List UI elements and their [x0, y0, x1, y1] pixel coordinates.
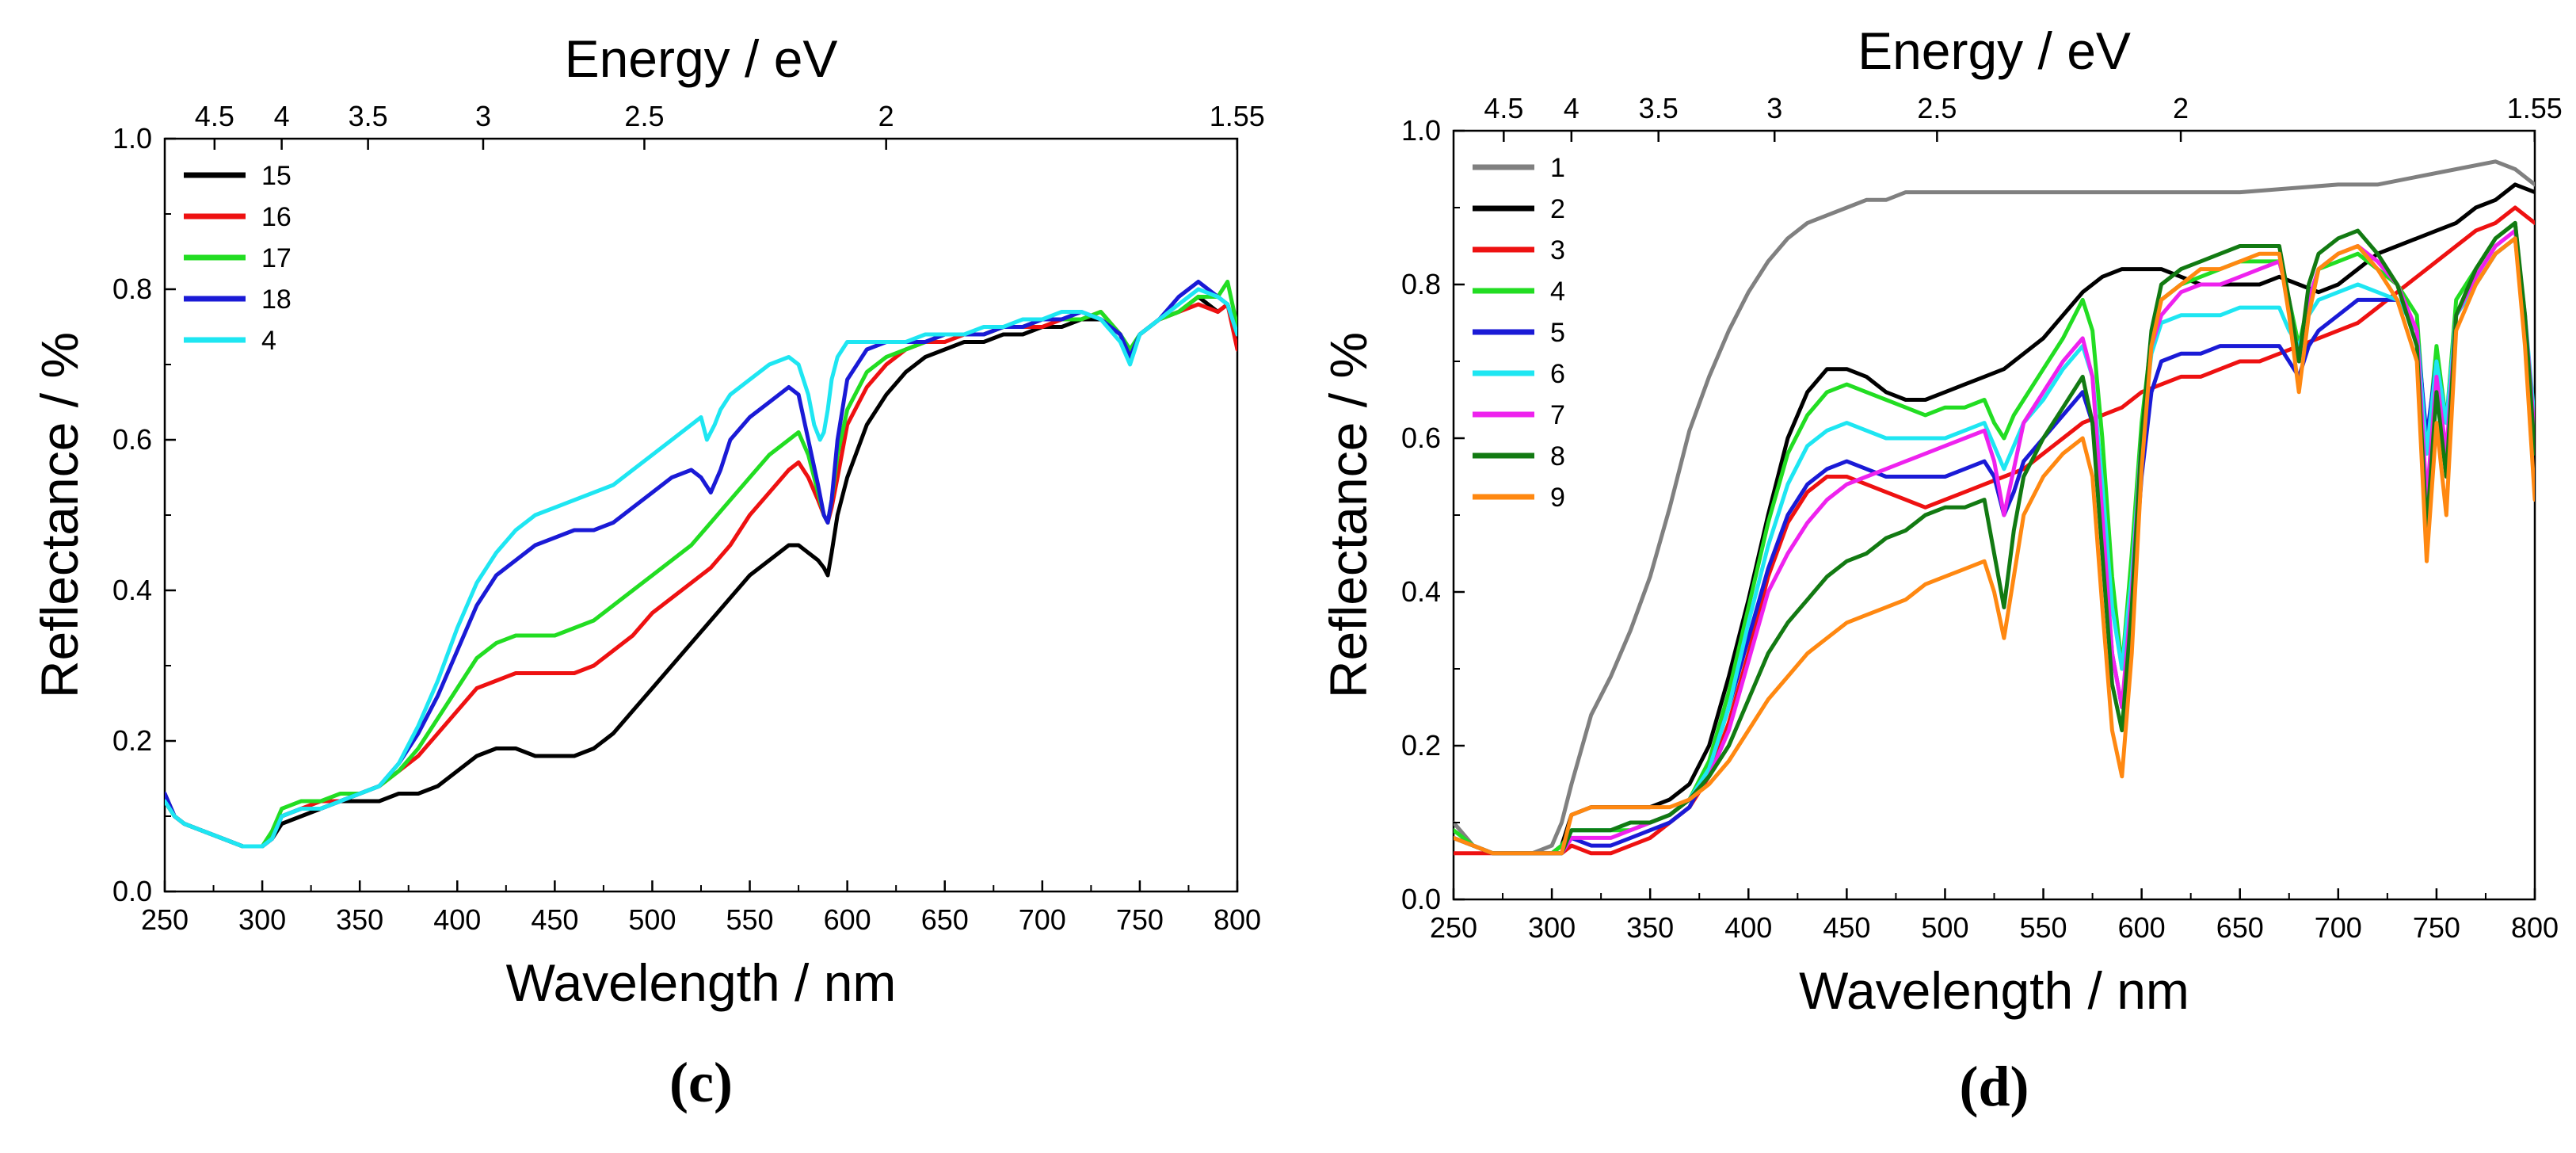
x-tick-label: 550: [726, 903, 774, 936]
legend: 1 2 3 4 5 6 7 8 9: [1473, 153, 1565, 513]
panel-d: 250 300 350 400 450 500 550 600 650 700 750 800 0.0 0…: [1319, 21, 2563, 1118]
series-line-8: [1454, 220, 2535, 856]
y-tick-label: 0.0: [1401, 883, 1441, 915]
x-tick-label: 700: [2315, 911, 2362, 944]
panel-label: (d): [1960, 1055, 2029, 1118]
x-tick-label: 250: [1430, 911, 1477, 944]
x-tick-label: 500: [1921, 911, 1968, 944]
legend-label-15: 15: [261, 161, 292, 191]
top-tick-label: 3: [475, 100, 491, 132]
legend-label-8: 8: [1550, 441, 1565, 472]
x-tick-label: 450: [1823, 911, 1870, 944]
legend-label-7: 7: [1550, 400, 1565, 430]
y-tick-label: 0.2: [112, 724, 152, 757]
legend-label-16: 16: [261, 202, 292, 232]
y-tick-label: 0.6: [112, 423, 152, 456]
top-tick-label: 4: [274, 100, 290, 132]
top-tick-label: 4.5: [1484, 92, 1523, 124]
y-tick-label: 0.4: [112, 574, 152, 606]
panel-c: 250 300 350 400 450 500 550 600 650 700 750 800 0.0 0…: [30, 29, 1265, 1114]
y-tick-label: 1.0: [1401, 114, 1441, 147]
x-tick-label: 350: [336, 903, 383, 936]
legend-label-6: 6: [1550, 359, 1565, 389]
series-line-3: [1454, 205, 2535, 856]
y-tick-label: 0.4: [1401, 575, 1441, 608]
x-tick-label: 800: [1214, 903, 1261, 936]
x-tick-label: 750: [1116, 903, 1164, 936]
y-tick-label: 1.0: [112, 122, 152, 155]
legend-label-9: 9: [1550, 483, 1565, 513]
legend-label-18: 18: [261, 284, 292, 315]
x-tick-label: 700: [1019, 903, 1066, 936]
top-axis-title: Energy / eV: [1858, 21, 2131, 80]
top-tick-label: 2.5: [1917, 92, 1957, 124]
x-tick-label: 400: [1724, 911, 1772, 944]
legend-label-3: 3: [1550, 235, 1565, 265]
x-tick-label: 400: [433, 903, 481, 936]
series-line-1: [1454, 159, 2535, 856]
y-tick-label: 0.6: [1401, 422, 1441, 454]
series-line-17: [165, 280, 1237, 849]
x-axis-title: Wavelength / nm: [1799, 961, 2189, 1020]
y-tick-label: 0.8: [1401, 268, 1441, 300]
x-tick-label: 800: [2511, 911, 2559, 944]
top-tick-label: 4.5: [195, 100, 234, 132]
top-tick-label: 3: [1766, 92, 1782, 124]
legend-label-4: 4: [261, 326, 276, 356]
x-tick-label: 450: [531, 903, 578, 936]
x-tick-label: 250: [141, 903, 189, 936]
x-tick-label: 600: [824, 903, 871, 936]
x-tick-label: 550: [2020, 911, 2067, 944]
x-tick-label: 600: [2118, 911, 2166, 944]
x-tick-label: 750: [2413, 911, 2460, 944]
top-tick-label: 2: [878, 100, 894, 132]
y-tick-label: 0.8: [112, 273, 152, 305]
y-axis-title: Reflectance / %: [30, 332, 89, 698]
x-tick-label: 350: [1626, 911, 1674, 944]
series-group: [165, 280, 1237, 849]
x-tick-label: 650: [2216, 911, 2264, 944]
top-tick-label: 3.5: [349, 100, 388, 132]
legend-label-1: 1: [1550, 153, 1565, 183]
top-tick-label: 2.5: [624, 100, 664, 132]
x-tick-label: 500: [628, 903, 676, 936]
x-tick-label: 650: [921, 903, 969, 936]
top-tick-label: 2: [2173, 92, 2189, 124]
series-group: [1454, 159, 2535, 856]
top-tick-label: 1.55: [2507, 92, 2563, 124]
top-tick-label: 1.55: [1210, 100, 1265, 132]
legend: 15 16 17 18 4: [184, 161, 292, 356]
panel-label: (c): [669, 1051, 733, 1114]
y-tick-label: 0.0: [112, 875, 152, 907]
y-axis-title: Reflectance / %: [1319, 332, 1378, 698]
series-line-4: [165, 287, 1237, 849]
legend-label-4: 4: [1550, 277, 1565, 307]
top-tick-label: 4: [1564, 92, 1580, 124]
x-tick-label: 300: [1528, 911, 1576, 944]
top-tick-label: 3.5: [1639, 92, 1679, 124]
series-line-5: [1454, 236, 2535, 856]
legend-label-2: 2: [1550, 194, 1565, 224]
x-axis-title: Wavelength / nm: [506, 953, 897, 1012]
y-tick-label: 0.2: [1401, 729, 1441, 762]
legend-label-17: 17: [261, 243, 292, 273]
x-tick-label: 300: [238, 903, 286, 936]
legend-label-5: 5: [1550, 318, 1565, 348]
series-line-9: [1454, 236, 2535, 856]
top-axis-title: Energy / eV: [565, 29, 838, 88]
